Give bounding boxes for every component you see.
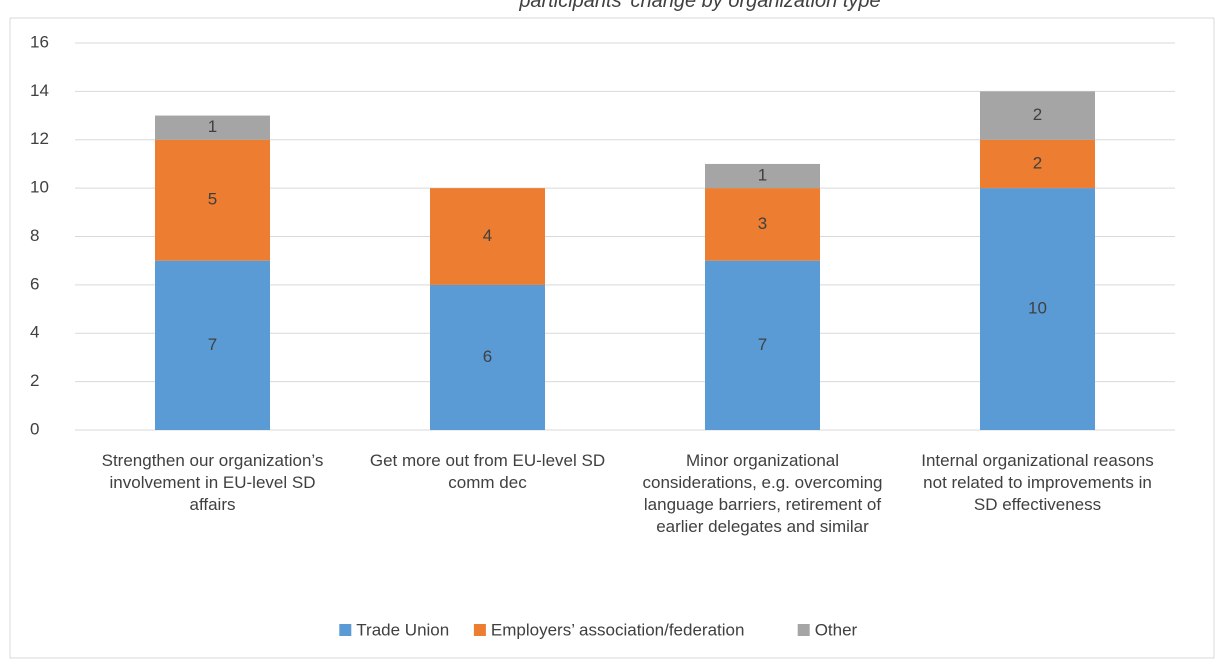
data-label: 3: [758, 214, 767, 233]
data-label: 2: [1033, 153, 1042, 172]
legend-label: Trade Union: [356, 620, 449, 639]
data-label: 7: [208, 335, 217, 354]
bar-segment: [705, 188, 820, 261]
data-label: 2: [1033, 105, 1042, 124]
data-label: 1: [758, 166, 767, 185]
y-tick-label: 16: [30, 32, 49, 51]
bar-segment: [430, 188, 545, 285]
chart-title: participants’ change by organization typ…: [519, 0, 881, 12]
y-tick-label: 12: [30, 129, 49, 148]
legend-label: Employers’ association/federation: [491, 620, 745, 639]
bar-segment: [430, 284, 545, 430]
y-tick-label: 14: [30, 81, 49, 100]
y-tick-label: 6: [30, 274, 39, 293]
x-tick-label: Get more out from EU-level SD comm dec: [369, 451, 606, 492]
bar-segment: [705, 163, 820, 189]
legend-swatch: [339, 624, 352, 636]
y-tick-label: 2: [30, 371, 39, 390]
data-label: 1: [208, 117, 217, 136]
bar-segment: [980, 139, 1095, 189]
bar-segment: [980, 188, 1095, 430]
x-tick-label: Internal organizational reasons not rela…: [921, 451, 1154, 514]
data-label: 5: [208, 190, 217, 209]
y-tick-label: 0: [30, 419, 39, 438]
data-label: 10: [1028, 299, 1047, 318]
bar-segment: [155, 139, 270, 261]
bar-segment: [155, 115, 270, 140]
bar-segment: [980, 91, 1095, 140]
data-label: 4: [483, 226, 492, 245]
bar-segment: [705, 260, 820, 430]
legend-label: Other: [815, 620, 858, 639]
chart-frame: [9, 17, 1215, 659]
legend-swatch: [473, 624, 486, 636]
y-tick-label: 4: [30, 323, 39, 342]
x-tick-label: Strengthen our organization’s involvemen…: [101, 451, 324, 514]
legend-swatch: [797, 624, 810, 636]
x-tick-label: Minor organizational considerations, e.g…: [642, 451, 883, 536]
data-label: 7: [758, 335, 767, 354]
y-tick-label: 10: [30, 178, 49, 197]
data-label: 6: [483, 347, 492, 366]
bar-segment: [155, 260, 270, 430]
y-tick-label: 8: [30, 226, 39, 245]
